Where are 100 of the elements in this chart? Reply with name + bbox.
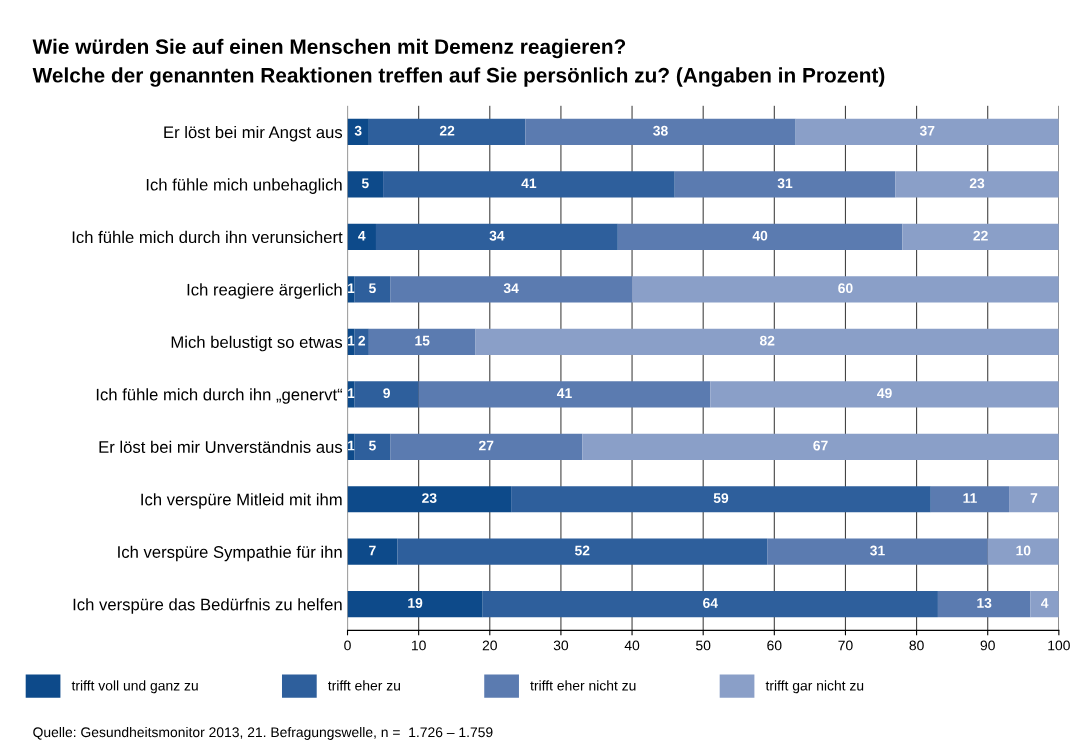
bar [482, 591, 938, 618]
bar [368, 118, 526, 146]
y-tick-label: Ich verspüre Mitleid mit ihm [141, 493, 342, 509]
data-label: 13 [977, 598, 992, 608]
data-label: 15 [415, 335, 430, 346]
data-label: 40 [752, 230, 768, 241]
bar [475, 328, 1059, 355]
legend-label: trifft eher nicht zu [530, 680, 636, 691]
data-label: 1 [348, 335, 355, 346]
y-tick-label: Mich belustigt so etwas [171, 335, 343, 352]
data-label: 27 [478, 440, 494, 451]
bar [383, 171, 675, 198]
data-label: 41 [556, 388, 572, 398]
bar [354, 276, 391, 303]
data-label: 23 [969, 178, 985, 189]
legend-label: trifft gar nicht zu [765, 680, 864, 694]
data-label: 4 [358, 230, 366, 241]
bar [347, 223, 376, 250]
legend-label: trifft eher zu [328, 680, 400, 691]
data-label: 38 [653, 125, 668, 136]
data-label: 10 [1016, 545, 1031, 556]
bar [795, 118, 1059, 146]
data-label: 7 [1030, 493, 1038, 503]
data-label: 5 [368, 440, 376, 451]
x-tick-label: 30 [553, 640, 569, 651]
y-tick-label: Ich verspüre das Bedürfnis zu helfen [73, 598, 342, 614]
data-label: 23 [422, 493, 437, 503]
data-label: 1 [348, 440, 355, 451]
data-label: 31 [777, 178, 793, 189]
bar [902, 223, 1059, 250]
bar [390, 433, 583, 460]
bar [767, 538, 988, 565]
bar [354, 433, 391, 460]
y-tick-label: Ich fühle mich unbehaglich [146, 178, 342, 194]
bar [347, 591, 483, 618]
x-tick-label: 70 [838, 640, 853, 651]
bar [418, 381, 711, 408]
bar [1009, 486, 1059, 513]
legend-label: trifft voll und ganz zu [71, 680, 198, 694]
x-tick-label: 40 [624, 640, 640, 651]
data-label: 52 [574, 545, 590, 556]
bar [354, 381, 419, 408]
x-tick-label: 0 [344, 640, 351, 651]
data-label: 41 [521, 178, 537, 188]
data-label: 49 [877, 388, 892, 399]
bar [347, 171, 384, 198]
x-tick-label: 100 [1048, 640, 1070, 651]
data-label: 19 [408, 598, 423, 608]
bar [1030, 591, 1059, 618]
bar [347, 538, 398, 565]
x-tick-label: 20 [482, 640, 497, 651]
bar [397, 538, 768, 565]
data-label: 1 [348, 388, 355, 398]
data-label: 22 [439, 125, 455, 136]
source-note: Quelle: Gesundheitsmonitor 2013, 21. Befragungswelle, n = 1.726 – 1.759 [33, 726, 493, 740]
data-label: 67 [813, 440, 828, 451]
bar [525, 118, 796, 146]
data-label: 1 [348, 283, 355, 293]
bar [710, 381, 1059, 408]
x-tick-label: 60 [767, 640, 782, 651]
y-tick-label: Ich fühle mich durch ihn verunsichert [72, 230, 343, 244]
y-tick-label: Er löst bei mir Unverständnis aus [99, 440, 343, 453]
bar [511, 486, 931, 513]
data-label: 2 [358, 335, 366, 346]
bar [390, 276, 633, 303]
bar [930, 486, 1010, 513]
bar [674, 171, 896, 198]
x-tick-label: 90 [980, 640, 995, 651]
y-tick-label: Ich reagiere ärgerlich [187, 283, 342, 299]
bar [375, 223, 618, 250]
data-label: 3 [354, 125, 362, 136]
data-label: 4 [1040, 598, 1049, 608]
data-label: 60 [838, 283, 853, 294]
bar [354, 328, 369, 355]
y-tick-label: Ich fühle mich durch ihn „genervt“ [96, 388, 343, 404]
data-label: 82 [759, 335, 775, 346]
bar [582, 433, 1059, 460]
x-tick-label: 80 [909, 640, 924, 651]
bar [937, 591, 1031, 618]
y-tick-label: Ich verspüre Sympathie für ihn [118, 545, 342, 562]
data-label: 64 [703, 598, 718, 608]
x-tick-label: 10 [411, 640, 426, 651]
x-tick-label: 50 [696, 640, 711, 651]
data-label: 11 [963, 493, 977, 503]
data-label: 5 [361, 178, 369, 189]
data-label: 22 [973, 230, 988, 241]
data-label: 7 [369, 545, 376, 556]
data-label: 9 [383, 388, 390, 399]
data-label: 5 [368, 283, 376, 294]
data-label: 37 [919, 125, 935, 136]
data-label: 31 [870, 545, 885, 556]
data-label: 34 [503, 283, 519, 294]
bar [895, 171, 1059, 198]
bar [347, 486, 512, 513]
bar [987, 538, 1059, 565]
bar [617, 223, 903, 250]
bar [347, 118, 369, 146]
chart-title: Wie würden Sie auf einen Menschen mit Demenz reagieren? Welche der genannten Reaktionen treffen auf Sie persönlich zu? (Angaben in Prozent) [32, 38, 885, 87]
y-tick-label: Er löst bei mir Angst aus [164, 125, 343, 142]
data-label: 59 [713, 493, 729, 503]
